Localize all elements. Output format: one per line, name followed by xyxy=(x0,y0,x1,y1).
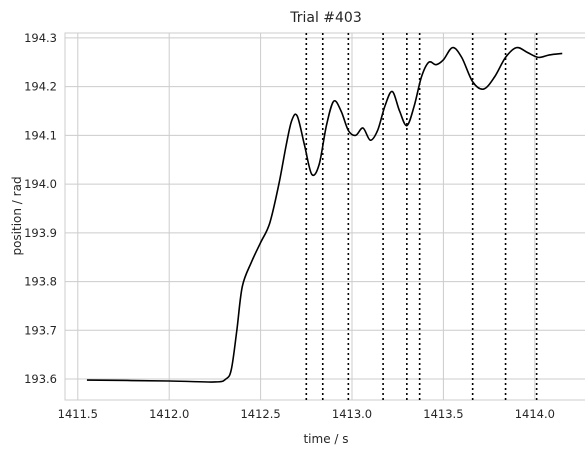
vertical-markers xyxy=(305,33,538,400)
y-tick-label: 193.8 xyxy=(24,275,57,289)
x-tick-label: 1412.0 xyxy=(149,407,189,421)
y-tick-label: 193.6 xyxy=(24,372,57,386)
y-tick-label: 194.2 xyxy=(24,80,57,94)
series-line xyxy=(86,46,563,383)
series-layer xyxy=(86,46,563,383)
x-tick-label: 1414.0 xyxy=(515,407,555,421)
x-tick-label: 1412.5 xyxy=(240,407,280,421)
x-axis-label: time / s xyxy=(303,432,348,446)
y-tick-label: 193.7 xyxy=(24,323,57,337)
x-tick-label: 1411.5 xyxy=(58,407,98,421)
plot-frame xyxy=(64,32,585,401)
y-axis-label: position / rad xyxy=(10,176,24,255)
y-tick-label: 193.9 xyxy=(24,226,57,240)
tick-labels: 1411.5 1412.0 1412.5 1413.0 1413.5 1414.0 193.… xyxy=(24,31,555,421)
grid xyxy=(65,33,585,400)
chart-title: Trial #403 xyxy=(289,10,362,26)
x-tick-label: 1413.5 xyxy=(423,407,463,421)
y-tick-label: 194.0 xyxy=(24,177,57,191)
x-tick-label: 1413.0 xyxy=(332,407,372,421)
y-tick-label: 194.3 xyxy=(24,31,57,45)
y-tick-label: 194.1 xyxy=(24,128,57,142)
